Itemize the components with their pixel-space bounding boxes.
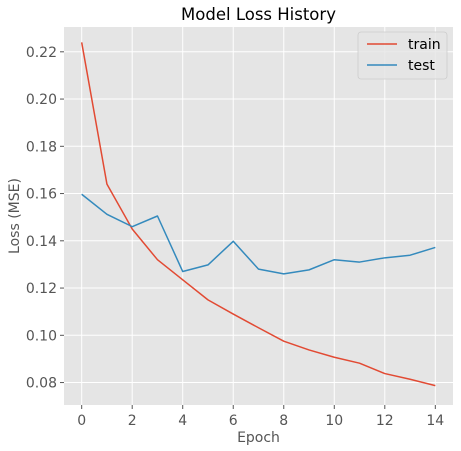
x-tick-label: 0	[77, 413, 86, 429]
y-tick-label: 0.14	[26, 234, 57, 250]
plot-area	[64, 27, 453, 405]
x-tick-label: 10	[325, 413, 343, 429]
y-tick-label: 0.10	[26, 328, 57, 344]
legend-label-test: test	[408, 58, 435, 74]
y-tick-label: 0.20	[26, 92, 57, 108]
y-tick-label: 0.16	[26, 187, 57, 203]
x-tick-label: 2	[128, 413, 137, 429]
x-tick-label: 8	[279, 413, 288, 429]
x-tick-label: 6	[229, 413, 238, 429]
legend-label-train: train	[408, 37, 441, 53]
x-tick-label: 12	[376, 413, 394, 429]
x-tick-label: 4	[178, 413, 187, 429]
grid-lines	[64, 27, 453, 405]
series-lines	[80, 42, 436, 387]
y-tick-label: 0.18	[26, 139, 57, 155]
series-line-test	[81, 193, 436, 275]
y-axis-label: Loss (MSE)	[7, 178, 23, 254]
chart-title: Model Loss History	[181, 5, 336, 24]
x-tick-label: 14	[426, 413, 444, 429]
y-tick-label: 0.12	[26, 281, 57, 297]
x-axis-label: Epoch	[237, 430, 280, 446]
y-tick-label: 0.22	[26, 45, 57, 61]
x-axis-ticks: 0 2 4 6 8 10 12 14	[77, 405, 444, 429]
y-axis-ticks: 0.08 0.10 0.12 0.14 0.16 0.18 0.20 0.22	[26, 45, 64, 392]
series-line-train	[80, 42, 436, 387]
y-tick-label: 0.08	[26, 376, 57, 392]
legend: train test	[357, 31, 448, 80]
